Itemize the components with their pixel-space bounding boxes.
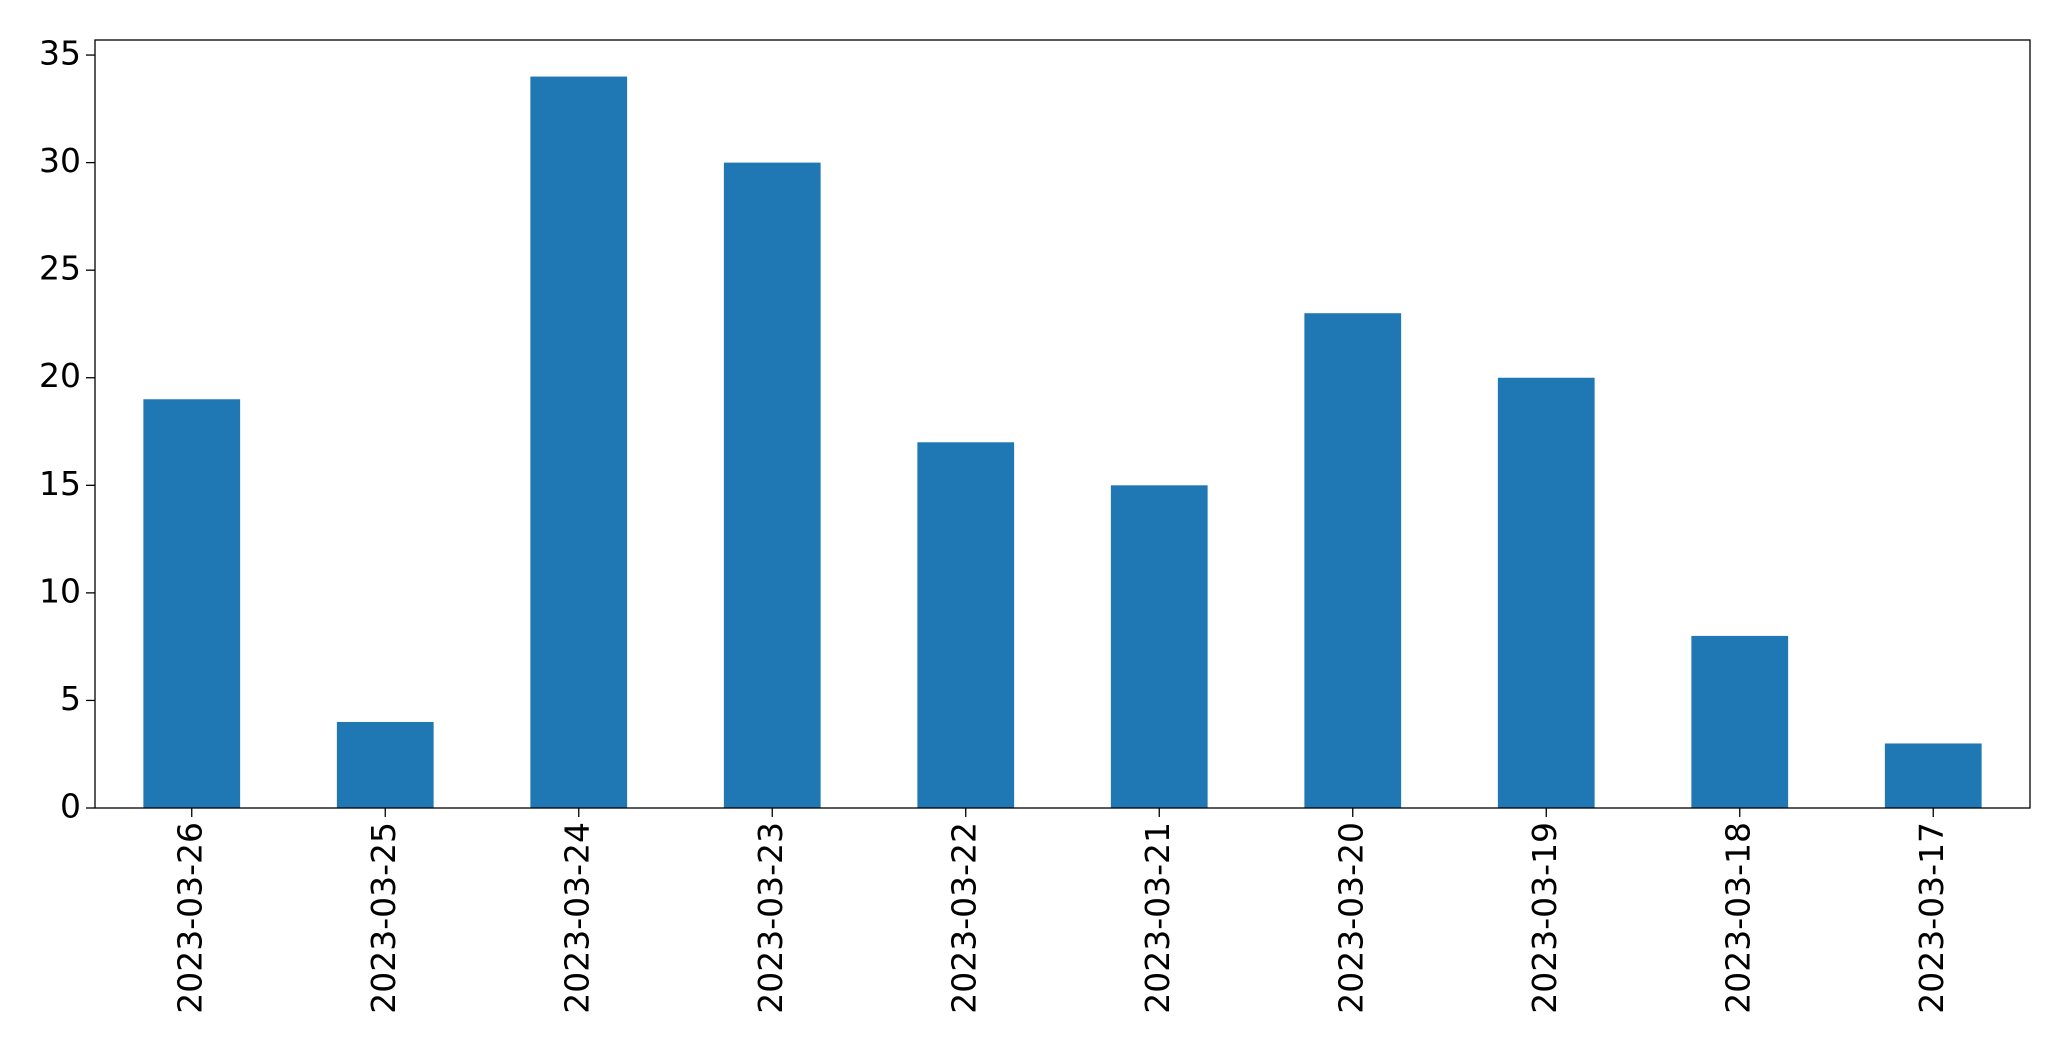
bar: [1497, 377, 1595, 808]
x-tick-label: 2023-03-20: [1331, 822, 1370, 1014]
bar: [723, 162, 821, 809]
plot-frame: [94, 39, 2031, 809]
y-tick-label: 25: [39, 249, 81, 288]
y-tick-label: 5: [60, 679, 81, 718]
x-tick-label: 2023-03-22: [944, 822, 983, 1014]
bar: [1691, 635, 1789, 808]
y-tick-label: 20: [39, 356, 81, 395]
bar: [1304, 313, 1402, 808]
y-tick-label: 30: [39, 141, 81, 180]
bar: [917, 442, 1015, 808]
x-tick-label: 2023-03-19: [1525, 822, 1564, 1014]
y-tick-label: 35: [39, 34, 81, 73]
x-tick-label: 2023-03-17: [1912, 822, 1951, 1014]
x-tick-label: 2023-03-25: [364, 822, 403, 1014]
x-tick-label: 2023-03-21: [1138, 822, 1177, 1014]
x-tick-label: 2023-03-18: [1718, 822, 1757, 1014]
y-tick-label: 15: [39, 464, 81, 503]
y-tick-label: 0: [60, 787, 81, 826]
x-tick-label: 2023-03-24: [557, 822, 596, 1014]
bar: [336, 721, 434, 808]
bar: [143, 399, 241, 808]
x-tick-label: 2023-03-26: [170, 822, 209, 1014]
bar: [530, 76, 628, 809]
bar: [1884, 743, 1982, 808]
x-tick-label: 2023-03-23: [751, 822, 790, 1014]
y-tick-label: 10: [39, 571, 81, 610]
bar: [1110, 485, 1208, 808]
